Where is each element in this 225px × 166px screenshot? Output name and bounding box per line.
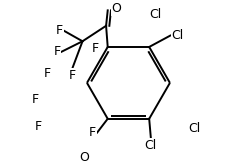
- Text: F: F: [53, 45, 60, 58]
- Text: Cl: Cl: [148, 8, 161, 21]
- Text: F: F: [91, 42, 98, 55]
- Text: F: F: [56, 24, 63, 37]
- Text: Cl: Cl: [144, 139, 156, 152]
- Text: Cl: Cl: [170, 29, 182, 42]
- Text: O: O: [111, 2, 121, 15]
- Text: F: F: [44, 67, 51, 80]
- Text: F: F: [34, 120, 42, 133]
- Text: F: F: [89, 126, 96, 139]
- Text: F: F: [69, 69, 76, 82]
- Text: O: O: [79, 151, 88, 164]
- Text: F: F: [32, 93, 39, 106]
- Text: Cl: Cl: [188, 122, 200, 135]
